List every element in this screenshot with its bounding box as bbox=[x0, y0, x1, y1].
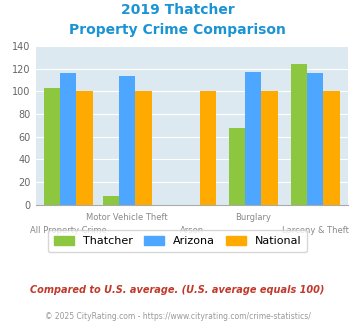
Text: Motor Vehicle Theft: Motor Vehicle Theft bbox=[87, 213, 168, 222]
Text: Property Crime Comparison: Property Crime Comparison bbox=[69, 23, 286, 37]
Text: 2019 Thatcher: 2019 Thatcher bbox=[121, 3, 234, 17]
Bar bbox=[323, 91, 340, 205]
Legend: Thatcher, Arizona, National: Thatcher, Arizona, National bbox=[48, 230, 307, 252]
Bar bbox=[76, 91, 93, 205]
Bar bbox=[60, 73, 76, 205]
Bar bbox=[261, 91, 278, 205]
Text: Burglary: Burglary bbox=[235, 213, 271, 222]
Text: Arson: Arson bbox=[180, 226, 204, 235]
Text: Compared to U.S. average. (U.S. average equals 100): Compared to U.S. average. (U.S. average … bbox=[30, 285, 325, 295]
Bar bbox=[119, 76, 136, 205]
Bar bbox=[44, 88, 60, 205]
Bar bbox=[307, 73, 323, 205]
Text: © 2025 CityRating.com - https://www.cityrating.com/crime-statistics/: © 2025 CityRating.com - https://www.city… bbox=[45, 312, 310, 321]
Bar bbox=[136, 91, 152, 205]
Bar bbox=[200, 91, 216, 205]
Text: Larceny & Theft: Larceny & Theft bbox=[282, 226, 349, 235]
Text: All Property Crime: All Property Crime bbox=[30, 226, 106, 235]
Bar bbox=[291, 64, 307, 205]
Bar bbox=[229, 128, 245, 205]
Bar bbox=[103, 196, 119, 205]
Bar bbox=[245, 72, 261, 205]
